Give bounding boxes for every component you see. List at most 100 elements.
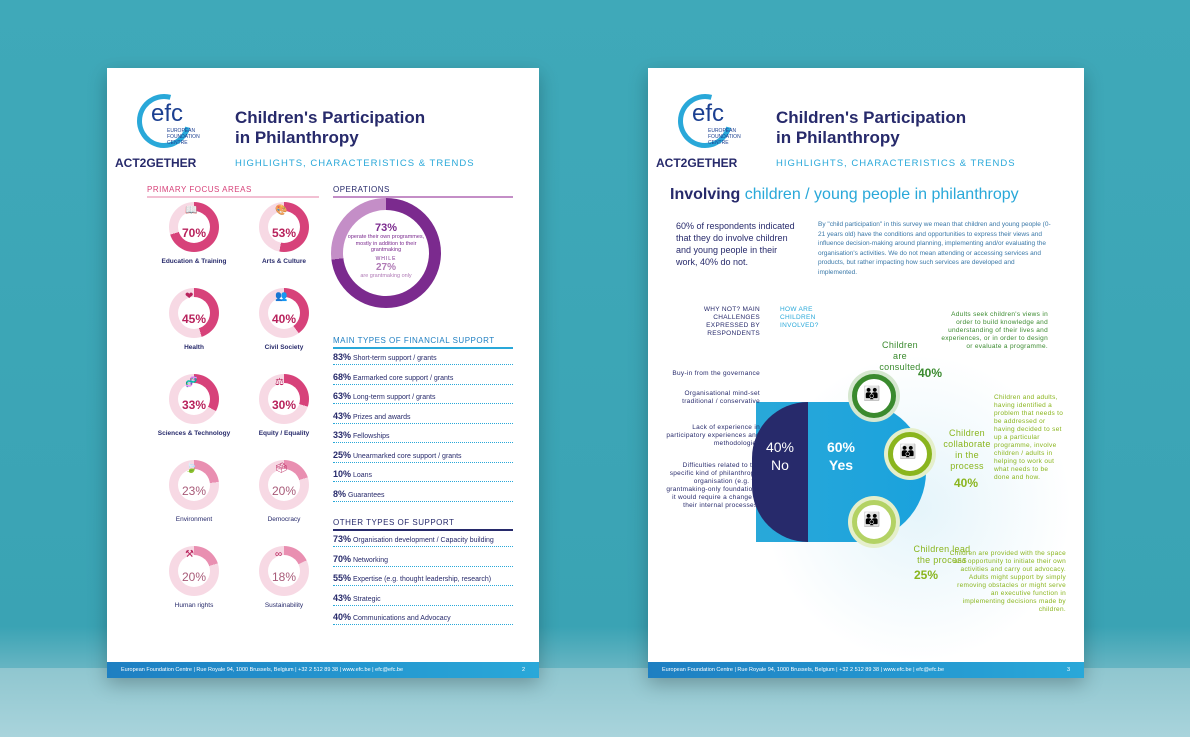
support-pct: 43%	[333, 592, 352, 603]
focus-pct: 53%	[268, 211, 300, 243]
people-icon: 👥	[275, 291, 288, 302]
support-row: 43% Strategic	[333, 593, 513, 606]
support-row: 55% Expertise (e.g. thought leadership, …	[333, 573, 513, 586]
lead-desc: Children are provided with the space and…	[949, 550, 1066, 613]
lead-text: 60% of respondents indicated that they d…	[676, 221, 795, 267]
support-row: 68% Earmarked core support / grants	[333, 372, 513, 385]
consulted-icon: 👪	[852, 374, 896, 418]
focus-label: Equity / Equality	[258, 430, 310, 437]
leaf-icon: 🍃	[185, 463, 198, 474]
support-text: Organisation development / Capacity buil…	[351, 537, 494, 544]
yes-label: 60% Yes	[826, 439, 856, 473]
focus-label: Education & Training	[161, 258, 227, 265]
how-heading: HOW ARE CHILDREN INVOLVED?	[780, 306, 819, 329]
no-label: 40% No	[765, 439, 795, 473]
support-row: 33% Fellowships	[333, 430, 513, 443]
focus-label: Health	[184, 344, 204, 351]
collaborate-pct: 40%	[954, 476, 979, 490]
brochure-page-right: efc EUROPEAN FOUNDATION CENTRE ACT2GETHE…	[648, 68, 1084, 678]
act2gether-logo: ACT2GETHER	[656, 156, 738, 170]
focus-donut: 30% ⚖	[259, 374, 309, 424]
subtitle: HIGHLIGHTS, CHARACTERISTICS & TRENDS	[776, 158, 1016, 169]
palette-icon: 🎨	[275, 205, 288, 216]
support-text: Long-term support / grants	[351, 394, 436, 401]
focus-title: PRIMARY FOCUS AREAS	[147, 185, 252, 194]
operations-donut: 73% operate their own programmes, mostly…	[331, 198, 441, 308]
focus-pct: 40%	[268, 297, 300, 329]
support-row: 10% Loans	[333, 469, 513, 482]
dna-icon: 🧬	[185, 377, 198, 388]
focus-label: Human rights	[174, 602, 214, 609]
page-title: Children's Participation in Philanthropy	[235, 108, 426, 147]
subtitle: HIGHLIGHTS, CHARACTERISTICS & TRENDS	[235, 158, 475, 169]
support-pct: 8%	[333, 488, 347, 499]
financial-title: MAIN TYPES OF FINANCIAL SUPPORT	[333, 336, 495, 345]
support-pct: 40%	[333, 612, 352, 622]
focus-pct: 18%	[268, 555, 300, 587]
support-pct: 63%	[333, 391, 352, 401]
focus-donut: 23% 🍃	[169, 460, 219, 510]
page-title: Children's Participation in Philanthropy	[776, 108, 967, 147]
support-text: Short-term support / grants	[351, 355, 437, 362]
floor	[0, 668, 1190, 737]
focus-label: Environment	[175, 516, 213, 523]
support-row: 25% Unearmarked core support / grants	[333, 450, 513, 463]
heart-icon: ❤	[185, 291, 194, 302]
support-text: Prizes and awards	[351, 413, 411, 421]
focus-donut: 40% 👥	[259, 288, 309, 338]
support-pct: 83%	[333, 352, 352, 362]
book-icon: 📖	[185, 205, 198, 216]
footer: European Foundation Centre | Rue Royale …	[107, 662, 539, 678]
focus-label: Democracy	[267, 516, 301, 523]
focus-label: Sustainability	[264, 602, 304, 609]
focus-pct: 33%	[178, 383, 210, 415]
support-text: Earmarked core support / grants	[351, 374, 454, 382]
support-text: Loans	[351, 472, 373, 479]
ballot-icon: 🗳	[275, 463, 288, 474]
consulted-pct: 40%	[918, 366, 943, 380]
focus-donut: 20% 🗳	[259, 460, 309, 510]
support-row: 83% Short-term support / grants	[333, 352, 513, 365]
support-pct: 43%	[333, 410, 352, 421]
support-row: 43% Prizes and awards	[333, 411, 513, 424]
support-text: Unearmarked core support / grants	[351, 452, 462, 460]
support-pct: 73%	[333, 534, 352, 544]
challenge-item: Difficulties related to the specific kin…	[666, 462, 760, 509]
consulted-desc: Adults seek children's views in order to…	[941, 311, 1048, 350]
efc-logo: efc EUROPEAN FOUNDATION CENTRE	[668, 84, 764, 158]
challenge-item: Organisational mind-set traditional / co…	[682, 390, 760, 405]
section-heading: Involving children / young people in phi…	[670, 186, 1019, 203]
support-text: Expertise (e.g. thought leadership, rese…	[351, 576, 492, 583]
collaborate-icon: 👪	[888, 432, 932, 476]
focus-donut: 33% 🧬	[169, 374, 219, 424]
support-pct: 25%	[333, 449, 352, 460]
focus-pct: 70%	[178, 211, 210, 243]
challenge-item: Buy-in from the governance	[672, 370, 760, 377]
other-title: OTHER TYPES OF SUPPORT	[333, 518, 455, 527]
support-pct: 10%	[333, 469, 352, 479]
support-row: 63% Long-term support / grants	[333, 391, 513, 404]
challenge-item: Lack of experience in participatory expe…	[666, 424, 760, 447]
support-text: Strategic	[351, 595, 381, 603]
support-pct: 70%	[333, 553, 352, 564]
lead-icon: 👪	[852, 500, 896, 544]
focus-pct: 23%	[178, 469, 210, 501]
support-text: Communications and Advocacy	[351, 615, 451, 622]
footer: European Foundation Centre | Rue Royale …	[648, 662, 1084, 678]
efc-logo: efc EUROPEAN FOUNDATION CENTRE	[127, 84, 223, 158]
focus-pct: 45%	[178, 297, 210, 329]
support-row: 70% Networking	[333, 554, 513, 567]
definition-text: By "child participation" in this survey …	[818, 221, 1051, 276]
support-pct: 68%	[333, 371, 352, 382]
focus-label: Sciences & Technology	[157, 430, 231, 437]
support-pct: 33%	[333, 430, 352, 440]
gavel-icon: ⚒	[185, 549, 194, 560]
support-text: Networking	[351, 556, 388, 564]
why-not-heading: WHY NOT? MAIN CHALLENGES EXPRESSED BY RE…	[703, 306, 760, 337]
focus-pct: 30%	[268, 383, 300, 415]
focus-pct: 20%	[178, 555, 210, 587]
focus-donut: 18% ∞	[259, 546, 309, 596]
consulted-label: Children are consulted	[879, 340, 921, 372]
focus-label: Civil Society	[264, 344, 304, 351]
infinity-icon: ∞	[275, 549, 283, 560]
